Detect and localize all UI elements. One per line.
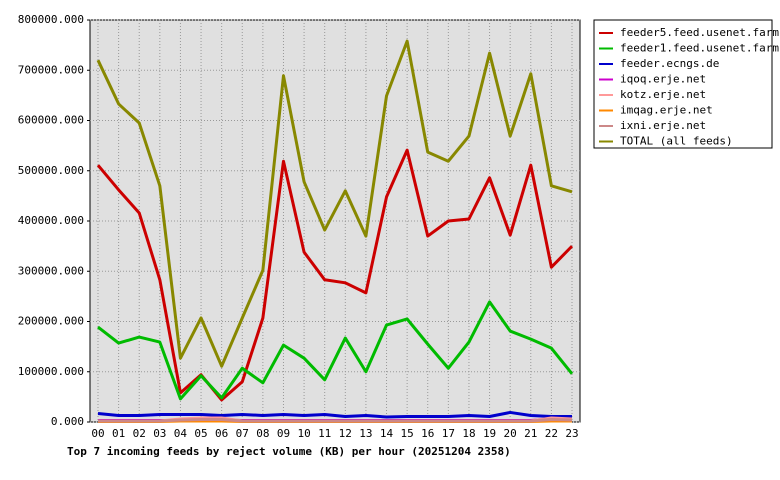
x-tick-label: 19 bbox=[483, 427, 496, 440]
x-tick-label: 23 bbox=[565, 427, 578, 440]
x-tick-label: 21 bbox=[524, 427, 537, 440]
x-tick-label: 17 bbox=[442, 427, 455, 440]
series-line bbox=[97, 410, 572, 419]
x-tick-label: 18 bbox=[462, 427, 475, 440]
legend-label: feeder5.feed.usenet.farm bbox=[620, 26, 779, 39]
x-tick-label: 13 bbox=[359, 427, 372, 440]
x-tick-label: 20 bbox=[504, 427, 517, 440]
x-tick-label: 02 bbox=[133, 427, 146, 440]
y-tick-label: 200000.000 bbox=[18, 315, 84, 328]
x-tick-label: 00 bbox=[91, 427, 104, 440]
x-tick-label: 04 bbox=[174, 427, 188, 440]
x-tick-label: 12 bbox=[339, 427, 352, 440]
x-tick-label: 11 bbox=[318, 427, 331, 440]
legend bbox=[593, 19, 773, 149]
x-tick-label: 07 bbox=[236, 427, 249, 440]
series-line bbox=[98, 417, 573, 423]
x-tick-label: 01 bbox=[112, 427, 125, 440]
y-tick-label: 0.000 bbox=[51, 415, 84, 428]
y-tick-label: 300000.000 bbox=[18, 264, 84, 277]
legend-label: imqag.erje.net bbox=[620, 104, 713, 117]
legend-label: feeder.ecngs.de bbox=[620, 57, 719, 70]
x-tick-label: 03 bbox=[153, 427, 166, 440]
legend-label: feeder1.feed.usenet.farm bbox=[620, 42, 779, 55]
x-tick-label: 09 bbox=[277, 427, 290, 440]
x-tick-label: 05 bbox=[194, 427, 207, 440]
x-tick-label: 08 bbox=[256, 427, 269, 440]
legend-label: ixni.erje.net bbox=[620, 119, 706, 132]
legend-label: iqoq.erje.net bbox=[620, 73, 706, 86]
series-line bbox=[96, 148, 574, 402]
x-tick-label: 22 bbox=[545, 427, 558, 440]
y-tick-label: 700000.000 bbox=[18, 63, 84, 76]
x-tick-label: 10 bbox=[297, 427, 310, 440]
legend-label: kotz.erje.net bbox=[620, 88, 706, 101]
x-tick-label: 06 bbox=[215, 427, 228, 440]
series-line bbox=[97, 300, 574, 401]
y-tick-label: 600000.000 bbox=[18, 114, 84, 127]
y-tick-label: 500000.000 bbox=[18, 164, 84, 177]
chart-title: Top 7 incoming feeds by reject volume (K… bbox=[67, 445, 511, 458]
y-tick-label: 800000.000 bbox=[18, 13, 84, 26]
y-tick-label: 400000.000 bbox=[18, 214, 84, 227]
y-tick-label: 100000.000 bbox=[18, 365, 84, 378]
x-tick-label: 14 bbox=[380, 427, 394, 440]
x-tick-label: 16 bbox=[421, 427, 434, 440]
x-tick-label: 15 bbox=[401, 427, 414, 440]
series-line bbox=[96, 39, 573, 368]
legend-label: TOTAL (all feeds) bbox=[620, 135, 733, 148]
